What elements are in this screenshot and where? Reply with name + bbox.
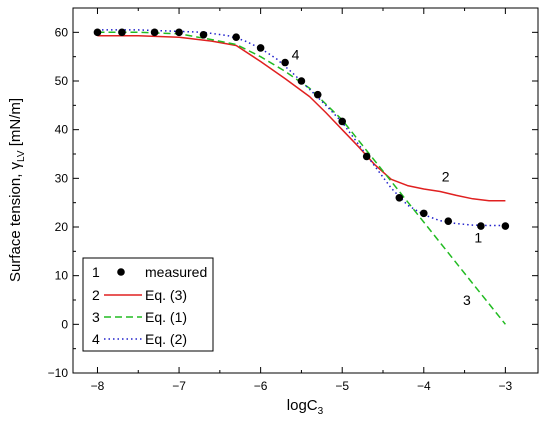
legend-box [82, 257, 214, 352]
legend-entry-3-id: 3 [92, 309, 100, 325]
x-tick-label: −3 [499, 379, 513, 393]
data-point [419, 209, 428, 218]
data-point [150, 28, 159, 37]
x-axis-title: logC3 [287, 397, 324, 417]
y-tick-label: 30 [55, 171, 69, 185]
y-tick-label: 0 [61, 317, 68, 331]
legend-entry-3-label: Eq. (1) [145, 309, 187, 325]
legend-entry-2: 2 Eq. (3) [92, 287, 187, 303]
data-point [395, 194, 404, 202]
x-tick-label: −8 [91, 379, 105, 393]
data-point [362, 152, 371, 161]
legend-entry-1-marker [117, 268, 125, 276]
data-point [501, 222, 510, 230]
x-tick-label: −5 [335, 379, 349, 393]
legend-entry-4-id: 4 [92, 331, 100, 347]
legend-entry-4: 4 Eq. (2) [92, 331, 187, 347]
legend-entry-3: 3 Eq. (1) [92, 309, 187, 325]
legend-entry-2-label: Eq. (3) [145, 287, 187, 303]
series-line-2 [97, 34, 506, 202]
data-point [338, 117, 347, 126]
legend-entry-1-label: measured [145, 264, 207, 280]
axis-ticks: −8 −7 −6 −5 −4 −3 −10 0 10 20 30 40 50 60 [48, 8, 538, 393]
legend-entry-1-id: 1 [92, 264, 100, 280]
y-tick-label: 50 [55, 74, 69, 88]
y-tick-label: 60 [55, 25, 69, 39]
curve-label-4: 4 [292, 47, 300, 63]
curve-label-1: 1 [474, 230, 482, 246]
curve-labels: 4 2 1 3 [292, 47, 483, 308]
series-line-4 [97, 29, 506, 227]
data-point [297, 77, 306, 85]
plot-frame [72, 7, 539, 374]
data-point [477, 222, 485, 230]
x-tick-label: −4 [417, 379, 431, 393]
y-tick-label: 10 [55, 269, 69, 283]
series-lines [97, 29, 506, 325]
data-point [232, 33, 240, 41]
series-points [93, 28, 510, 230]
curve-label-3: 3 [463, 292, 471, 308]
y-axis-title: Surface tension, γLV [mN/m] [7, 98, 27, 282]
data-point [444, 217, 453, 225]
data-point [199, 30, 208, 39]
x-tick-label: −6 [254, 379, 268, 393]
y-tick-label: 20 [55, 220, 69, 234]
data-point [281, 58, 289, 67]
y-tick-label: 40 [55, 123, 69, 137]
data-point [313, 90, 322, 99]
legend: 1 measured 2 Eq. (3) 3 Eq. (1) 4 Eq. (2) [82, 257, 214, 352]
legend-entry-1: 1 measured [92, 264, 207, 280]
data-point [175, 28, 183, 37]
curve-label-2: 2 [442, 169, 450, 185]
data-point [256, 44, 265, 52]
data-point [93, 28, 102, 37]
data-point [118, 28, 126, 37]
x-tick-label: −7 [172, 379, 186, 393]
series-line-3 [97, 31, 506, 325]
legend-entry-4-label: Eq. (2) [145, 331, 187, 347]
y-tick-label: −10 [48, 366, 69, 380]
legend-entry-2-id: 2 [92, 287, 100, 303]
